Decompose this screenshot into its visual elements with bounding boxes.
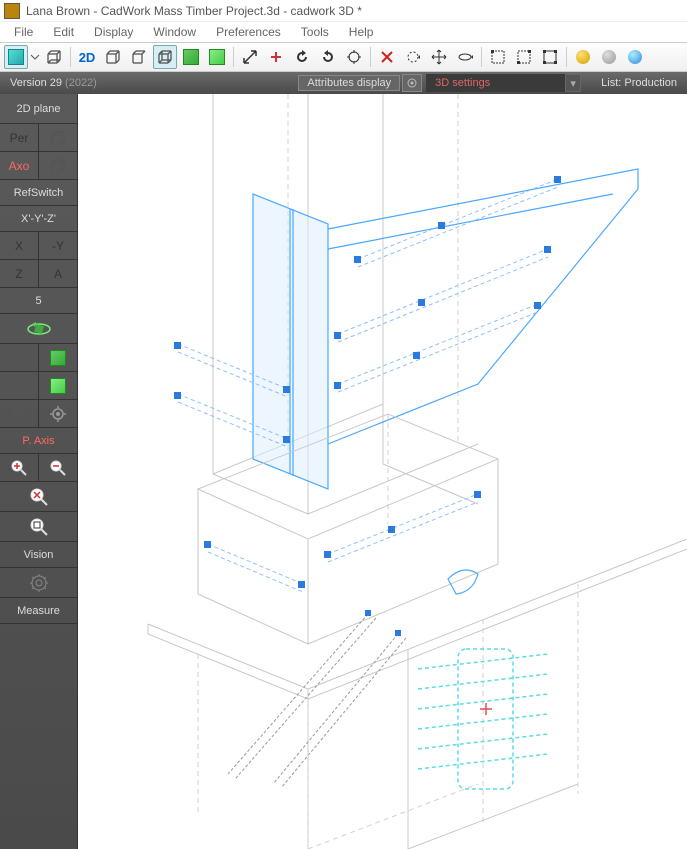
app-icon <box>4 3 20 19</box>
btn-zoom-in[interactable] <box>0 454 39 482</box>
menu-help[interactable]: Help <box>341 23 382 41</box>
green-cube-1-button[interactable] <box>179 45 203 69</box>
menu-window[interactable]: Window <box>145 23 204 41</box>
btn-solid-green-1[interactable] <box>39 344 77 372</box>
btn-wire-shade-1[interactable] <box>0 344 39 372</box>
wire-cube-3-button[interactable] <box>127 45 151 69</box>
select-box-2-button[interactable] <box>512 45 536 69</box>
main-area: 2D plane Per Axo RefSwitch X'-Y'-Z' X -Y… <box>0 94 687 849</box>
title-bar: Lana Brown - CadWork Mass Timber Project… <box>0 0 687 22</box>
btn-orbit[interactable] <box>0 314 77 344</box>
green-cube-2-button[interactable] <box>205 45 229 69</box>
gear-big-icon <box>27 573 51 593</box>
btn-gear-vision[interactable] <box>0 568 77 598</box>
btn-zoom-cross[interactable] <box>0 482 77 512</box>
zoom-out-icon <box>49 459 67 477</box>
label-2d-text: 2D <box>79 50 96 65</box>
btn-2d-plane[interactable]: 2D plane <box>0 94 77 124</box>
btn-xyz[interactable]: X'-Y'-Z' <box>0 206 77 232</box>
move-button[interactable] <box>427 45 451 69</box>
select-box-1-button[interactable] <box>486 45 510 69</box>
menu-display[interactable]: Display <box>86 23 141 41</box>
rotate-360-button[interactable] <box>401 45 425 69</box>
menu-preferences[interactable]: Preferences <box>208 23 289 41</box>
btn-per[interactable]: Per <box>0 124 39 152</box>
btn-x[interactable]: X <box>0 232 39 260</box>
btn-z[interactable]: Z <box>0 260 39 288</box>
zoom-fit-icon <box>29 517 49 537</box>
btn-5[interactable]: 5 <box>0 288 77 314</box>
btn-wire-shade-3[interactable] <box>0 400 39 428</box>
btn-neg-y[interactable]: -Y <box>39 232 77 260</box>
btn-zoom-fit[interactable] <box>0 512 77 542</box>
btn-gear-grey[interactable] <box>39 400 77 428</box>
delete-x-button[interactable] <box>375 45 399 69</box>
orbit-icon <box>26 318 52 340</box>
bulb-blue-button[interactable] <box>623 45 647 69</box>
left-panel: 2D plane Per Axo RefSwitch X'-Y'-Z' X -Y… <box>0 94 78 849</box>
attributes-gear-button[interactable] <box>402 74 422 92</box>
viewport-drawing: .wl { stroke:#c8c8c8; stroke-width:1; fi… <box>78 94 687 849</box>
bulb-yellow-button[interactable] <box>571 45 595 69</box>
zoom-cross-icon <box>29 487 49 507</box>
list-production-label[interactable]: List: Production <box>591 77 687 89</box>
version-text: Version 29 <box>10 77 62 89</box>
rotate-ccw-button[interactable] <box>290 45 314 69</box>
viewport-3d[interactable]: .wl { stroke:#c8c8c8; stroke-width:1; fi… <box>78 94 687 849</box>
btn-zoom-out[interactable] <box>39 454 77 482</box>
version-year: (2022) <box>65 77 97 89</box>
settings-3d-arrow[interactable]: ▾ <box>565 74 581 92</box>
rotate-cw-button[interactable] <box>316 45 340 69</box>
version-label: Version 29 (2022) <box>0 77 107 89</box>
attributes-bar: Version 29 (2022) Attributes display 3D … <box>0 72 687 94</box>
btn-measure[interactable]: Measure <box>0 598 77 624</box>
menu-edit[interactable]: Edit <box>45 23 82 41</box>
btn-axo[interactable]: Axo <box>0 152 39 180</box>
gear-grey-icon <box>49 405 67 423</box>
toolbar-top: 2D <box>0 42 687 72</box>
target-button[interactable] <box>342 45 366 69</box>
btn-a[interactable]: A <box>39 260 77 288</box>
menu-tools[interactable]: Tools <box>293 23 337 41</box>
dropdown-arrow-icon[interactable] <box>30 47 40 67</box>
bulb-grey-button[interactable] <box>597 45 621 69</box>
btn-paxis[interactable]: P. Axis <box>0 428 77 454</box>
arrows-diag-button[interactable] <box>238 45 262 69</box>
attributes-display-button[interactable]: Attributes display <box>298 75 400 91</box>
rotate-free-button[interactable] <box>453 45 477 69</box>
gear-icon <box>406 77 418 89</box>
btn-vision[interactable]: Vision <box>0 542 77 568</box>
menu-bar: File Edit Display Window Preferences Too… <box>0 22 687 42</box>
zoom-in-icon <box>10 459 28 477</box>
window-title: Lana Brown - CadWork Mass Timber Project… <box>26 4 362 18</box>
btn-wire-shade-2[interactable] <box>0 372 39 400</box>
plus-button[interactable] <box>264 45 288 69</box>
view-cube-teal-button[interactable] <box>4 45 28 69</box>
wire-cube-1-button[interactable] <box>42 45 66 69</box>
wire-cube-2-button[interactable] <box>101 45 125 69</box>
settings-3d-dropdown[interactable]: 3D settings <box>426 74 566 92</box>
btn-axo-cube[interactable] <box>39 152 77 180</box>
select-box-3-button[interactable] <box>538 45 562 69</box>
label-2d-button[interactable]: 2D <box>75 45 99 69</box>
btn-solid-green-2[interactable] <box>39 372 77 400</box>
menu-file[interactable]: File <box>6 23 41 41</box>
btn-refswitch[interactable]: RefSwitch <box>0 180 77 206</box>
wire-cube-4-button[interactable] <box>153 45 177 69</box>
btn-per-cube[interactable] <box>39 124 77 152</box>
